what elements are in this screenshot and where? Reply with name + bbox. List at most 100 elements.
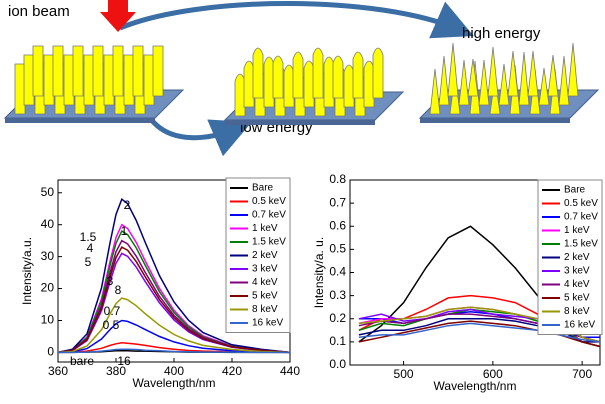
pillar [63, 54, 75, 106]
y-tick-label: 0.6 [329, 218, 346, 232]
y-tick-label: 30 [41, 249, 55, 263]
pillar [72, 45, 84, 97]
annotation: 2 [124, 198, 131, 212]
pillar [352, 51, 364, 99]
pillar [478, 59, 490, 106]
y-tick-label: 0.3 [329, 288, 346, 302]
label: ion beam [8, 3, 70, 20]
y-axis-label: Intensity/a.u. [20, 237, 34, 305]
pillar [438, 55, 450, 106]
series-line [57, 342, 291, 354]
pillar [83, 54, 95, 106]
ion-arrow [100, 0, 136, 32]
pillar [283, 64, 295, 108]
pillar [152, 45, 164, 97]
annotation: 4 [87, 241, 94, 255]
pillar [32, 45, 44, 97]
series-line [58, 348, 290, 354]
pillar [527, 50, 539, 97]
pillar [372, 47, 384, 99]
y-tick-label: 20 [41, 281, 55, 295]
pillar [498, 63, 510, 106]
annotation: 0.7 [104, 304, 121, 318]
x-axis-label: Wavelength/nm [133, 376, 216, 390]
pillar [567, 42, 579, 97]
legend-label: 8 keV [252, 304, 278, 315]
legend: Bare 0.5 keV 0.7 keV 1 keV 1.5 keV 2 keV 3 keV… [225, 177, 291, 333]
y-tick-label: 10 [41, 313, 55, 327]
legend-label: Bare [564, 185, 586, 196]
legend-label: 1 keV [252, 223, 278, 234]
pillar [23, 54, 35, 106]
legend-label: 3 keV [252, 264, 278, 275]
pillar [123, 54, 135, 106]
legend-label: 0.5 keV [252, 196, 286, 207]
pillar [458, 59, 470, 106]
legend-label: 5 keV [564, 293, 590, 304]
pillar [43, 54, 55, 106]
legend-label: 8 keV [564, 306, 590, 317]
pillar [143, 54, 155, 106]
pillar [252, 47, 264, 99]
legend-label: 0.7 keV [252, 210, 286, 221]
substrate-side [420, 118, 570, 123]
pillar [487, 46, 499, 97]
pillar [303, 60, 315, 108]
pillar [323, 56, 335, 108]
series-line [358, 322, 601, 343]
x-tick-label: 420 [222, 364, 242, 378]
pillar [518, 51, 530, 106]
series-line [57, 246, 291, 354]
annotation: 3 [107, 274, 114, 288]
x-tick-label: 500 [394, 367, 414, 381]
pillar [292, 51, 304, 99]
annotation: 8 [115, 283, 122, 297]
arrow [147, 116, 252, 157]
x-tick-label: 600 [483, 367, 503, 381]
legend-label: 16 keV [564, 320, 595, 331]
x-tick-label: 400 [164, 364, 184, 378]
x-tick-label: 360 [48, 364, 68, 378]
legend: Bare 0.5 keV 0.7 keV 1 keV 1.5 keV 2 keV 3 keV… [537, 179, 603, 335]
pillar [272, 55, 284, 99]
y-tick-label: 0.4 [329, 265, 346, 279]
x-tick-label: 380 [106, 364, 126, 378]
series-line [57, 297, 291, 354]
y-tick-label: 0.0 [329, 357, 346, 371]
pillar [507, 50, 519, 97]
legend-label: 2 keV [252, 250, 278, 261]
annotation: bare [70, 354, 94, 368]
legend-label: Bare [252, 183, 274, 194]
pillar [558, 55, 570, 106]
y-tick-label: 0.7 [329, 195, 346, 209]
y-tick-label: 0.1 [329, 334, 346, 348]
legend-label: 4 keV [564, 279, 590, 290]
pillar [112, 45, 124, 97]
pillar [132, 45, 144, 97]
legend-label: 16 keV [252, 318, 283, 329]
pillar [429, 68, 441, 115]
x-tick-label: 700 [572, 367, 592, 381]
pillar [363, 60, 375, 108]
pillar [103, 54, 115, 106]
pillar [467, 58, 479, 97]
pillar [14, 63, 26, 115]
y-tick-label: 40 [41, 217, 55, 231]
y-tick-label: 0.5 [329, 242, 346, 256]
annotation: 5 [85, 255, 92, 269]
y-tick-label: 0 [47, 345, 54, 359]
pillar [547, 54, 559, 97]
y-axis-label: Intensity/a. u. [312, 237, 326, 308]
legend-label: 1.5 keV [252, 237, 286, 248]
y-tick-label: 50 [41, 185, 55, 199]
annotation: 16 [117, 354, 131, 368]
x-axis-label: Wavelength/nm [434, 379, 517, 393]
arrow [119, 1, 474, 39]
pillar [332, 55, 344, 99]
legend-label: 5 keV [252, 291, 278, 302]
y-tick-label: 0.8 [329, 172, 346, 186]
legend-label: 4 keV [252, 277, 278, 288]
legend-label: 0.5 keV [564, 198, 598, 209]
pillar [343, 64, 355, 108]
